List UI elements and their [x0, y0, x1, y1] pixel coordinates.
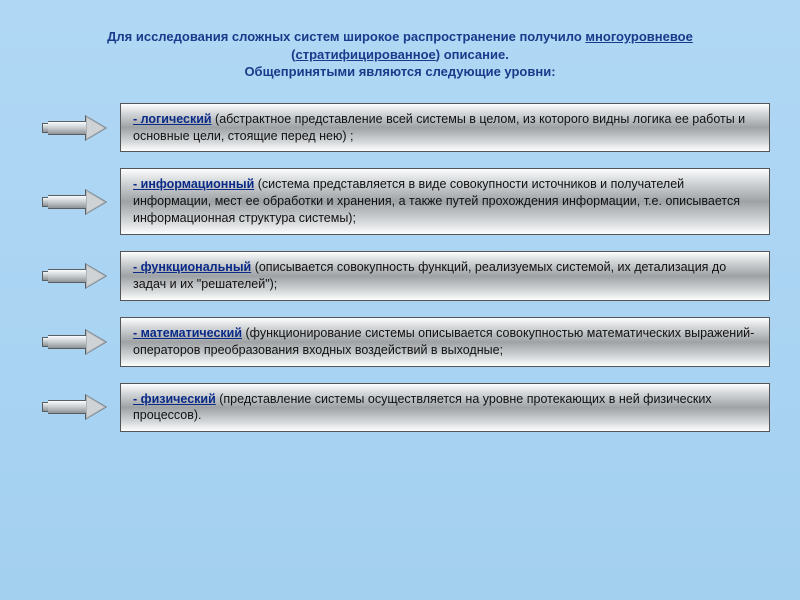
level-desc: (абстрактное представление всей системы … — [133, 112, 745, 143]
arrow-icon — [42, 395, 108, 419]
arrow-cell — [30, 330, 120, 354]
title-line1-u1: многоуровневое — [585, 29, 692, 44]
level-box-functional: - функциональный (описывается совокупнос… — [120, 251, 770, 301]
level-row: - информационный (система представляется… — [30, 168, 770, 235]
arrow-icon — [42, 264, 108, 288]
slide-title: Для исследования сложных систем широкое … — [0, 0, 800, 93]
arrow-cell — [30, 395, 120, 419]
arrow-cell — [30, 264, 120, 288]
arrow-cell — [30, 116, 120, 140]
term-prefix: - — [133, 326, 141, 340]
level-box-mathematical: - математический (функционирование систе… — [120, 317, 770, 367]
arrow-icon — [42, 330, 108, 354]
title-line3: Общепринятыми являются следующие уровни: — [244, 64, 555, 79]
level-term: функциональный — [141, 260, 252, 274]
level-box-informational: - информационный (система представляется… — [120, 168, 770, 235]
level-term: логический — [141, 112, 212, 126]
level-row: - физический (представление системы осущ… — [30, 383, 770, 433]
term-prefix: - — [133, 177, 141, 191]
level-term: информационный — [141, 177, 255, 191]
level-row: - математический (функционирование систе… — [30, 317, 770, 367]
arrow-icon — [42, 116, 108, 140]
level-box-logical: - логический (абстрактное представление … — [120, 103, 770, 153]
level-term: физический — [141, 392, 216, 406]
level-term: математический — [141, 326, 242, 340]
term-prefix: - — [133, 392, 141, 406]
title-line2-post: ) описание. — [436, 47, 509, 62]
term-prefix: - — [133, 260, 141, 274]
level-row: - функциональный (описывается совокупнос… — [30, 251, 770, 301]
arrow-cell — [30, 190, 120, 214]
title-line2-u: стратифицированное — [296, 47, 436, 62]
level-box-physical: - физический (представление системы осущ… — [120, 383, 770, 433]
level-desc: (представление системы осуществляется на… — [133, 392, 712, 423]
term-prefix: - — [133, 112, 141, 126]
levels-list: - логический (абстрактное представление … — [0, 93, 800, 433]
title-line1-pre: Для исследования сложных систем широкое … — [107, 29, 585, 44]
level-row: - логический (абстрактное представление … — [30, 103, 770, 153]
arrow-icon — [42, 190, 108, 214]
